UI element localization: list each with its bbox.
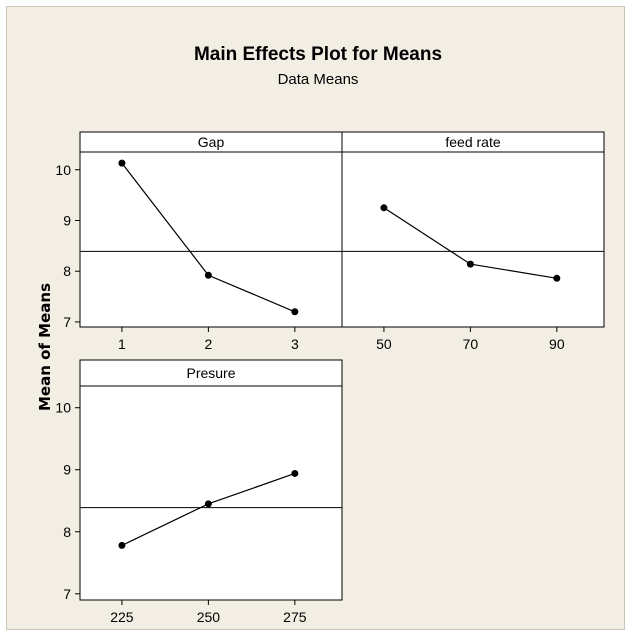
x-tick-label: 275 xyxy=(283,609,307,625)
x-tick-label: 3 xyxy=(291,336,299,352)
x-tick-label: 50 xyxy=(376,336,392,352)
y-tick-label: 7 xyxy=(63,314,71,330)
x-tick-label: 250 xyxy=(197,609,221,625)
data-point xyxy=(291,470,298,477)
panels-group: Gap 7 8 9 10 1 2 3 feed rate 50 70 90 Presure 7 8 9 10 22… xyxy=(55,132,604,625)
x-tick-label: 2 xyxy=(204,336,212,352)
x-tick-label: 90 xyxy=(549,336,565,352)
data-point xyxy=(205,500,212,507)
x-tick-label: 225 xyxy=(110,609,134,625)
x-tick-label: 1 xyxy=(118,336,126,352)
x-tick-label: 70 xyxy=(463,336,479,352)
panel-frame xyxy=(80,360,342,600)
y-tick-label: 8 xyxy=(63,524,71,540)
y-tick-label: 10 xyxy=(55,162,71,178)
data-point xyxy=(380,204,387,211)
panel-label: Gap xyxy=(198,134,225,150)
data-point xyxy=(553,275,560,282)
data-point xyxy=(291,308,298,315)
y-tick-label: 8 xyxy=(63,263,71,279)
chart-subtitle: Data Means xyxy=(278,71,359,88)
data-point xyxy=(467,261,474,268)
y-tick-label: 9 xyxy=(63,212,71,228)
y-tick-label: 9 xyxy=(63,462,71,478)
panel-frame xyxy=(342,132,604,327)
y-tick-label: 7 xyxy=(63,586,71,602)
y-axis-label: Mean of Means xyxy=(36,283,54,411)
data-point xyxy=(205,272,212,279)
data-point xyxy=(118,542,125,549)
chart-title: Main Effects Plot for Means xyxy=(194,44,442,65)
panel-label: Presure xyxy=(186,365,235,381)
data-point xyxy=(118,160,125,167)
y-tick-label: 10 xyxy=(55,400,71,416)
panel-label: feed rate xyxy=(445,134,500,150)
